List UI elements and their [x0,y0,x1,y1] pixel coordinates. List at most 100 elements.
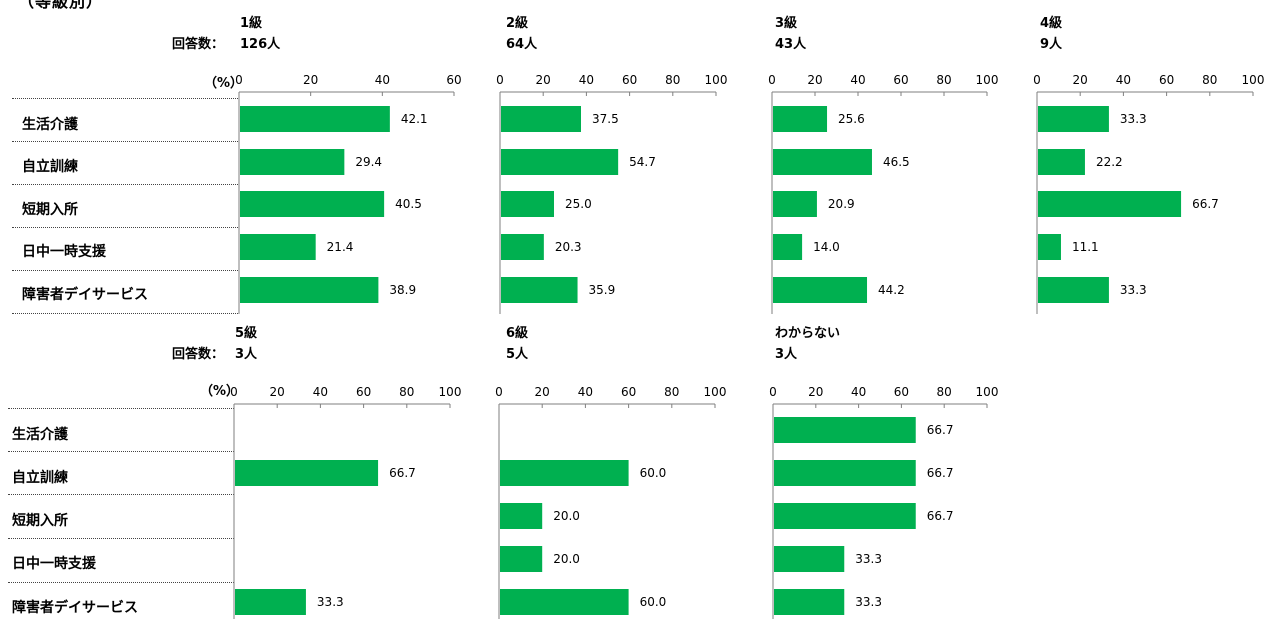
category-label: 自立訓練 [12,470,68,486]
bar [773,277,868,303]
x-tick-label: 20 [807,73,822,87]
data-label: 22.2 [1096,155,1123,169]
bar [774,546,845,572]
grade-3-respondents: 43人 [775,37,807,52]
respondents-label: 回答数： [172,347,225,362]
x-tick-label: 40 [1116,73,1131,87]
figure-title: （等級別） [18,0,104,11]
bar [240,106,390,132]
category-label: 日中一時支援 [22,244,106,260]
category-label: 自立訓練 [22,159,78,175]
x-tick-label: 60 [893,73,908,87]
data-label: 66.7 [927,509,954,523]
category-label: 障害者デイサービス [22,287,148,303]
grade-2-title: 2級 [506,16,529,31]
bar [774,460,916,486]
category-label: 障害者デイサービス [12,600,138,616]
data-label: 66.7 [927,466,954,480]
bar [1038,234,1061,260]
data-label: 20.0 [553,552,580,566]
data-label: 33.3 [855,595,882,609]
x-tick-label: 20 [808,385,823,399]
row-separator [12,141,238,142]
grade-4-respondents: 9人 [1040,37,1063,52]
x-tick-label: 60 [622,73,637,87]
data-label: 20.3 [555,240,582,254]
grade-5-title: 5級 [235,326,258,341]
bar [235,460,379,486]
bar [773,191,817,217]
row-separator [8,582,234,583]
x-tick-label: 80 [936,73,951,87]
percent-unit-label: （%） [200,384,240,399]
x-tick-label: 100 [976,73,999,87]
data-label: 33.3 [1120,112,1147,126]
grade-unknown-respondents: 3人 [775,347,798,362]
bar [240,149,345,175]
bar [773,106,828,132]
x-tick-label: 0 [496,73,504,87]
row-separator [12,313,238,314]
grade-unknown-title: わからない [775,326,841,341]
bar [773,234,803,260]
x-tick-label: 80 [665,73,680,87]
bar [500,503,543,529]
x-tick-label: 0 [495,385,503,399]
x-tick-label: 20 [270,385,285,399]
x-tick-label: 60 [1159,73,1174,87]
x-tick-label: 40 [850,73,865,87]
data-label: 42.1 [401,112,428,126]
data-label: 14.0 [813,240,840,254]
x-tick-label: 0 [769,385,777,399]
grade-5-respondents: 3人 [235,347,258,362]
grade-1-respondents: 126人 [240,37,281,52]
x-tick-label: 80 [664,385,679,399]
percent-unit-label: （%） [204,76,244,91]
bar [500,460,629,486]
x-tick-label: 40 [851,385,866,399]
x-tick-label: 20 [1073,73,1088,87]
bar [1038,149,1085,175]
data-label: 35.9 [589,283,616,297]
data-label: 44.2 [878,283,905,297]
x-tick-label: 60 [894,385,909,399]
data-label: 11.1 [1072,240,1099,254]
data-label: 54.7 [629,155,656,169]
grade-4-title: 4級 [1040,16,1063,31]
bar [773,149,872,175]
category-label: 生活介護 [12,427,68,443]
x-tick-label: 20 [536,73,551,87]
bar [1038,277,1109,303]
category-label: 日中一時支援 [12,556,96,572]
data-label: 66.7 [1192,197,1219,211]
data-label: 33.3 [1120,283,1147,297]
data-label: 66.7 [389,466,416,480]
x-tick-label: 40 [579,73,594,87]
data-label: 20.9 [828,197,855,211]
data-label: 60.0 [640,595,667,609]
data-label: 25.0 [565,197,592,211]
grade-2-respondents: 64人 [506,37,538,52]
x-tick-label: 100 [439,385,462,399]
x-tick-label: 20 [535,385,550,399]
data-label: 46.5 [883,155,910,169]
bar [501,149,619,175]
x-tick-label: 40 [313,385,328,399]
row-separator [8,538,234,539]
x-tick-label: 0 [230,385,238,399]
data-label: 38.9 [389,283,416,297]
data-label: 33.3 [317,595,344,609]
bar [240,234,316,260]
bar [235,589,306,615]
row-separator [8,408,234,409]
x-tick-label: 80 [937,385,952,399]
grade-3-title: 3級 [775,16,798,31]
row-separator [12,184,238,185]
row-separator [12,270,238,271]
data-label: 20.0 [553,509,580,523]
grade-6-respondents: 5人 [506,347,529,362]
data-label: 29.4 [355,155,382,169]
x-tick-label: 60 [356,385,371,399]
x-tick-label: 60 [621,385,636,399]
